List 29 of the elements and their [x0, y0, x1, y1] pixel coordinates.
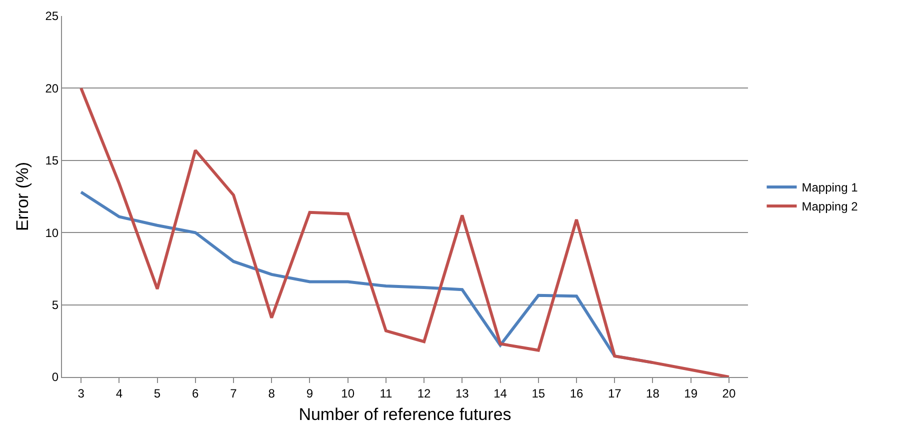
x-tick-label: 11: [380, 386, 392, 400]
x-tick-label: 12: [417, 386, 432, 400]
x-tick-label: 7: [230, 386, 238, 400]
y-tick-label: 20: [45, 81, 59, 96]
x-tick-label: 17: [608, 386, 622, 400]
x-tick-label: 6: [192, 386, 200, 400]
x-tick-label: 3: [78, 386, 85, 400]
line-series: [80, 86, 730, 377]
y-tick-label: 10: [45, 226, 59, 240]
y-tick-label: 15: [45, 154, 59, 168]
x-tick-label: 20: [722, 386, 736, 400]
x-tick-label: 13: [455, 386, 470, 400]
x-tick-label: 10: [341, 386, 355, 400]
x-tick-label: 15: [532, 386, 546, 400]
x-tick-label: 8: [268, 386, 276, 400]
y-axis-title: Error (%): [12, 162, 32, 231]
legend-label: Mapping 2: [802, 200, 858, 214]
legend-label: Mapping 1: [802, 180, 858, 195]
x-axis-title: Number of reference futures: [298, 404, 512, 424]
x-tick-label: 4: [116, 386, 123, 400]
y-tick-label: 25: [45, 9, 59, 24]
x-tick-label: 14: [494, 386, 508, 400]
x-tick-label: 16: [570, 386, 584, 400]
x-tick-label: 5: [154, 386, 161, 400]
y-tick-label: 5: [52, 298, 59, 312]
x-tick-label: 19: [684, 386, 698, 400]
y-tick-label: 0: [52, 370, 59, 384]
x-tick-label: 18: [646, 386, 660, 400]
x-tick-label: 9: [306, 386, 314, 400]
